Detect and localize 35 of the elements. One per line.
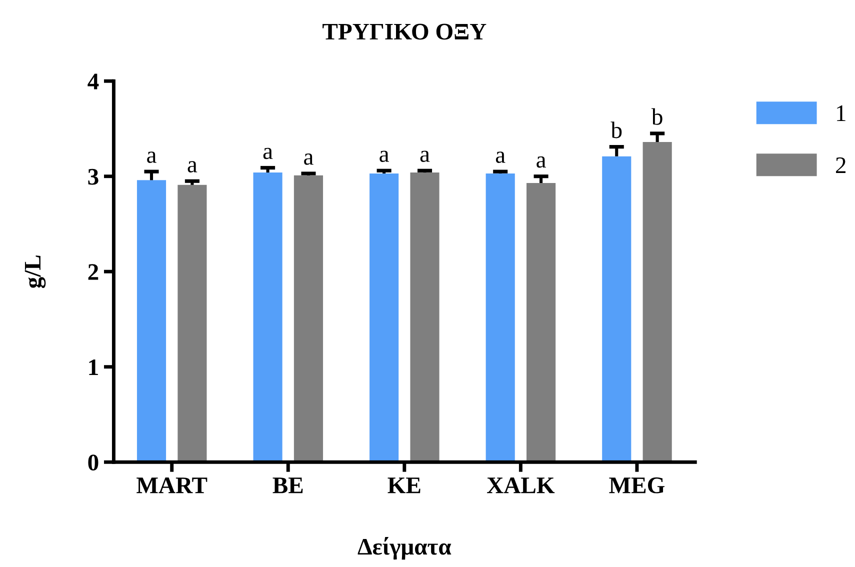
y-tick-label: 2 bbox=[88, 264, 98, 280]
bar bbox=[410, 172, 440, 462]
y-tick-label: 1 bbox=[89, 359, 98, 376]
data-label: a bbox=[420, 150, 430, 162]
legend-label: 1 bbox=[837, 105, 846, 121]
bar bbox=[136, 180, 166, 462]
data-label: a bbox=[304, 154, 314, 165]
x-tick-label: BE bbox=[272, 478, 303, 494]
x-tick-label: MEG bbox=[609, 477, 665, 494]
chart-title: ΤΡΥΓΙΚΟ ΟΞΥ bbox=[322, 24, 486, 40]
bar bbox=[370, 173, 399, 462]
data-label: a bbox=[380, 150, 389, 162]
x-tick-label: MART bbox=[136, 477, 208, 494]
data-label: a bbox=[496, 152, 506, 163]
x-tick-label: KE bbox=[388, 478, 420, 494]
y-tick-label: 3 bbox=[88, 168, 98, 185]
x-axis-title: Δείγματα bbox=[358, 536, 452, 560]
bar bbox=[602, 156, 632, 462]
bar bbox=[253, 172, 282, 462]
bar bbox=[526, 183, 556, 462]
data-label: a bbox=[188, 161, 198, 172]
y-axis-title: g/L bbox=[24, 256, 46, 288]
bar bbox=[178, 184, 207, 462]
x-tick-label: XALK bbox=[487, 477, 555, 494]
data-label: a bbox=[147, 152, 156, 163]
bar bbox=[486, 173, 515, 462]
legend-label: 2 bbox=[836, 157, 846, 173]
bar bbox=[642, 142, 672, 462]
data-label: b bbox=[651, 108, 662, 125]
y-tick-label: 4 bbox=[88, 74, 99, 90]
data-label: a bbox=[263, 148, 273, 160]
bar bbox=[294, 175, 324, 462]
y-tick-label: 0 bbox=[88, 454, 98, 471]
data-label: b bbox=[610, 122, 622, 138]
data-label: a bbox=[536, 156, 546, 168]
